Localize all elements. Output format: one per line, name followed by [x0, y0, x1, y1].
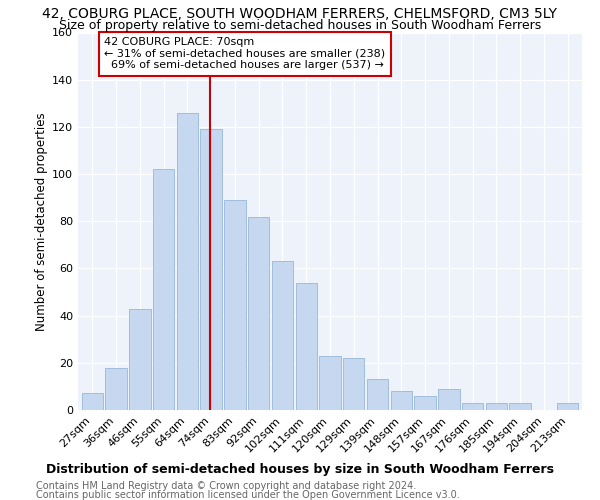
- Bar: [415, 396, 436, 410]
- Bar: [176, 112, 198, 410]
- Bar: [391, 391, 412, 410]
- Text: Size of property relative to semi-detached houses in South Woodham Ferrers: Size of property relative to semi-detach…: [59, 18, 541, 32]
- Text: Contains public sector information licensed under the Open Government Licence v3: Contains public sector information licen…: [36, 490, 460, 500]
- Bar: [343, 358, 364, 410]
- Bar: [248, 216, 269, 410]
- Bar: [557, 403, 578, 410]
- Bar: [486, 403, 507, 410]
- Text: 42 COBURG PLACE: 70sqm
← 31% of semi-detached houses are smaller (238)
  69% of : 42 COBURG PLACE: 70sqm ← 31% of semi-det…: [104, 37, 385, 70]
- Text: Contains HM Land Registry data © Crown copyright and database right 2024.: Contains HM Land Registry data © Crown c…: [36, 481, 416, 491]
- Bar: [319, 356, 341, 410]
- Bar: [129, 308, 151, 410]
- Bar: [296, 282, 317, 410]
- Bar: [82, 394, 103, 410]
- Bar: [106, 368, 127, 410]
- Bar: [438, 389, 460, 410]
- Bar: [200, 129, 222, 410]
- Bar: [153, 170, 174, 410]
- Y-axis label: Number of semi-detached properties: Number of semi-detached properties: [35, 112, 48, 330]
- Bar: [462, 403, 484, 410]
- Text: 42, COBURG PLACE, SOUTH WOODHAM FERRERS, CHELMSFORD, CM3 5LY: 42, COBURG PLACE, SOUTH WOODHAM FERRERS,…: [43, 8, 557, 22]
- Bar: [367, 380, 388, 410]
- Bar: [224, 200, 245, 410]
- Text: Distribution of semi-detached houses by size in South Woodham Ferrers: Distribution of semi-detached houses by …: [46, 462, 554, 475]
- Bar: [509, 403, 531, 410]
- Bar: [272, 262, 293, 410]
